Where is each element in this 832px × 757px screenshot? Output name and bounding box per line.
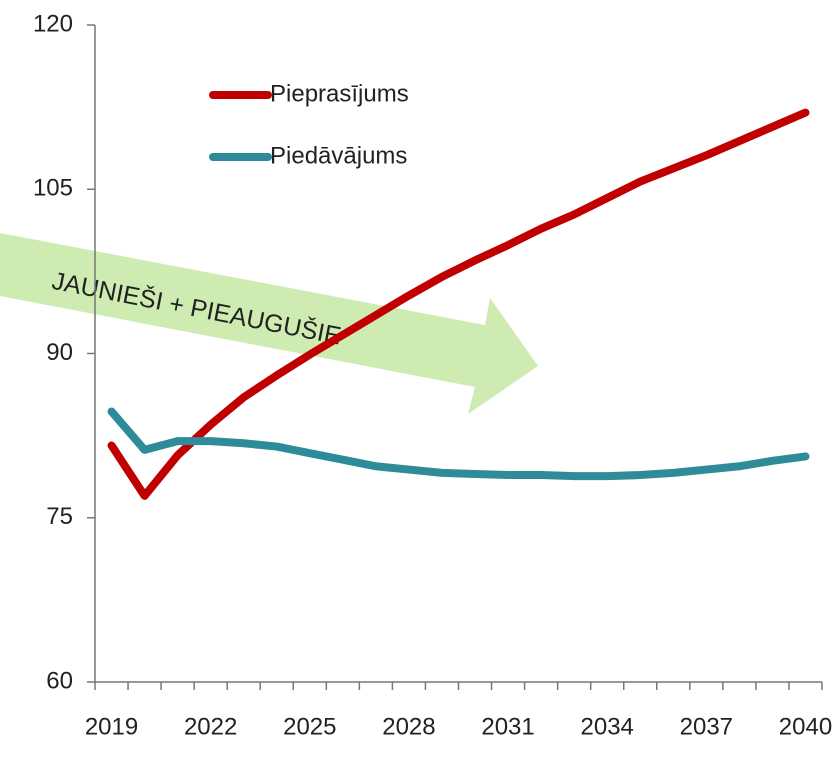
series-line [107,407,810,481]
y-tick-label: 120 [33,10,73,37]
x-tick-label: 2034 [581,713,634,740]
x-tick-label: 2037 [680,713,733,740]
x-tick-label: 2040 [779,713,832,740]
x-tick-label: 2028 [382,713,435,740]
x-tick-label: 2019 [85,713,138,740]
series-line [107,108,810,500]
y-tick-label: 105 [33,175,73,202]
legend-label: Piedāvājums [270,142,407,169]
x-tick-label: 2031 [481,713,534,740]
y-tick-label: 90 [46,339,73,366]
x-tick-label: 2022 [184,713,237,740]
legend-label: Pieprasījums [270,80,409,107]
y-tick-label: 75 [46,503,73,530]
y-tick-label: 60 [46,667,73,694]
trend-arrow [0,233,538,414]
x-tick-label: 2025 [283,713,336,740]
